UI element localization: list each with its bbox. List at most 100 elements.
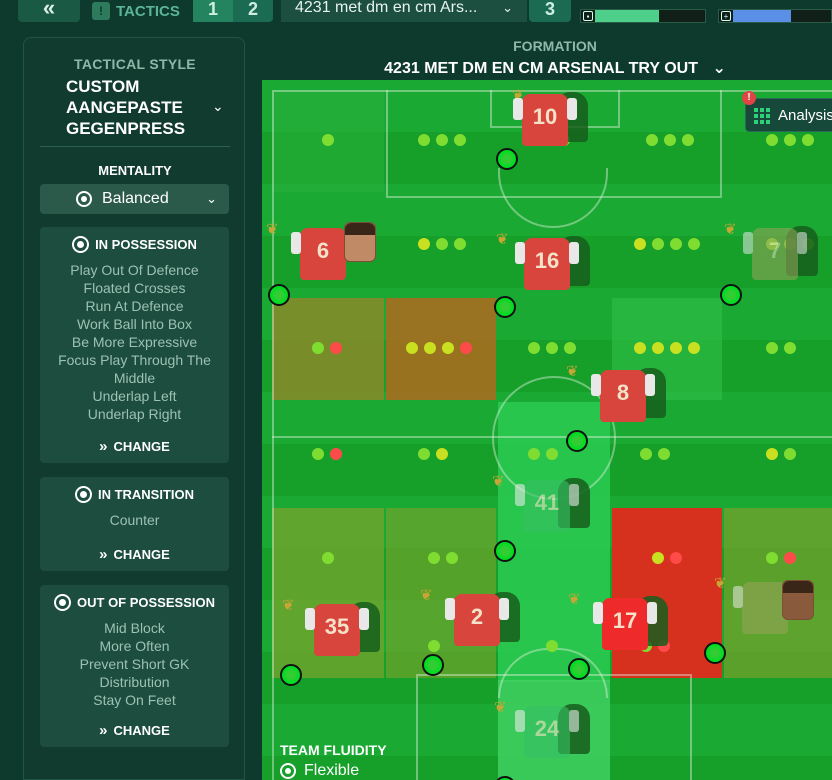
position-dot[interactable] bbox=[688, 342, 700, 354]
position-dot[interactable] bbox=[330, 342, 342, 354]
position-dot[interactable] bbox=[454, 134, 466, 146]
position-dot[interactable] bbox=[418, 448, 430, 460]
position-dot[interactable] bbox=[564, 342, 576, 354]
position-dot[interactable] bbox=[528, 448, 540, 460]
position-dot[interactable] bbox=[688, 238, 700, 250]
position-dot[interactable] bbox=[670, 238, 682, 250]
position-dot[interactable] bbox=[460, 342, 472, 354]
position-dot[interactable] bbox=[442, 342, 454, 354]
instruction-item: Floated Crosses bbox=[83, 280, 186, 296]
position-dot[interactable] bbox=[784, 342, 796, 354]
position-dot[interactable] bbox=[312, 342, 324, 354]
position-dot[interactable] bbox=[766, 342, 778, 354]
position-dot[interactable] bbox=[766, 448, 778, 460]
position-dot[interactable] bbox=[428, 552, 440, 564]
chevron-down-icon[interactable]: ⌄ bbox=[212, 98, 224, 114]
boot-icon: ❦ bbox=[714, 575, 727, 592]
player-8[interactable]: ❦ 8 bbox=[566, 362, 666, 452]
formation-label: FORMATION bbox=[513, 38, 597, 54]
position-dot[interactable] bbox=[322, 134, 334, 146]
position-dot[interactable] bbox=[418, 238, 430, 250]
shirt: 6 bbox=[291, 228, 355, 280]
position-dot[interactable] bbox=[652, 342, 664, 354]
out-of-possession-change-button[interactable]: » CHANGE bbox=[40, 722, 229, 739]
shirt: 41 bbox=[515, 480, 579, 532]
style-name-line-1: CUSTOM bbox=[66, 77, 140, 96]
position-dot[interactable] bbox=[652, 552, 664, 564]
boot-icon: ❦ bbox=[496, 231, 509, 248]
tactics-tab[interactable]: ! TACTICS bbox=[92, 0, 180, 22]
position-dot[interactable] bbox=[454, 238, 466, 250]
player-41[interactable]: ❦ 41 bbox=[492, 472, 590, 562]
back-button[interactable]: « bbox=[18, 0, 80, 22]
player-6[interactable]: ❦ 6 bbox=[266, 220, 376, 306]
position-dot[interactable] bbox=[784, 552, 796, 564]
player-2[interactable]: ❦ 2 bbox=[420, 586, 520, 676]
position-dot[interactable] bbox=[546, 342, 558, 354]
in-possession-change-button[interactable]: » CHANGE bbox=[40, 438, 229, 455]
position-dot[interactable] bbox=[330, 448, 342, 460]
pitch-boundary bbox=[272, 90, 832, 780]
player-16[interactable]: ❦ 16 bbox=[494, 230, 590, 318]
position-dot[interactable] bbox=[546, 640, 558, 652]
player-fullback-right[interactable]: ❦ bbox=[704, 574, 814, 664]
position-dot[interactable] bbox=[436, 238, 448, 250]
analysis-button[interactable]: Analysis bbox=[745, 98, 832, 132]
player-portrait bbox=[344, 222, 376, 262]
in-transition-change-button[interactable]: » CHANGE bbox=[40, 546, 229, 563]
familiarity-bar: ▪ bbox=[580, 9, 706, 23]
shirt-number: 2 bbox=[470, 604, 484, 629]
position-dot[interactable] bbox=[428, 640, 440, 652]
player-17[interactable]: ❦ 17 bbox=[568, 590, 668, 680]
tactic-slot-1[interactable]: 1 bbox=[193, 0, 233, 22]
ball-role-icon bbox=[494, 296, 516, 318]
position-dot[interactable] bbox=[418, 134, 430, 146]
change-label: CHANGE bbox=[113, 547, 170, 562]
position-dot[interactable] bbox=[652, 238, 664, 250]
familiarity-meter[interactable]: ▪ bbox=[580, 6, 706, 23]
team-fluidity: TEAM FLUIDITY Flexible bbox=[280, 742, 387, 780]
tactic-slot-3[interactable]: 3 bbox=[529, 0, 571, 22]
formation-dropdown[interactable]: 4231 MET DM EN CM ARSENAL TRY OUT ⌄ bbox=[245, 58, 832, 78]
player-24[interactable]: ❦ 24 bbox=[494, 698, 590, 780]
tactic-dropdown[interactable]: 4231 met dm en cm Ars... ⌄ bbox=[281, 0, 527, 22]
player-35[interactable]: ❦ 35 bbox=[280, 596, 380, 686]
position-dot[interactable] bbox=[682, 134, 694, 146]
intensity-meter[interactable]: + bbox=[718, 6, 832, 23]
position-dot[interactable] bbox=[528, 342, 540, 354]
position-dot[interactable] bbox=[646, 134, 658, 146]
position-dot[interactable] bbox=[424, 342, 436, 354]
position-dot[interactable] bbox=[436, 134, 448, 146]
player-10[interactable]: ❦ 10 bbox=[496, 86, 588, 170]
mentality-dropdown[interactable]: Balanced ⌄ bbox=[40, 184, 229, 214]
shirt: 7 bbox=[743, 228, 807, 280]
position-dot[interactable] bbox=[546, 448, 558, 460]
position-dot[interactable] bbox=[640, 448, 652, 460]
position-dot[interactable] bbox=[670, 552, 682, 564]
tactical-style-dropdown[interactable]: CUSTOM AANGEPASTE GEGENPRESS bbox=[66, 76, 216, 139]
position-dot[interactable] bbox=[436, 448, 448, 460]
position-dot[interactable] bbox=[670, 342, 682, 354]
tactic-slot-2[interactable]: 2 bbox=[247, 0, 258, 19]
position-dot[interactable] bbox=[784, 134, 796, 146]
position-dot[interactable] bbox=[802, 134, 814, 146]
player-7[interactable]: ❦ 7 bbox=[720, 220, 818, 306]
position-dot[interactable] bbox=[766, 134, 778, 146]
balanced-icon bbox=[76, 191, 92, 207]
mentality-label: MENTALITY bbox=[98, 163, 172, 178]
position-dot[interactable] bbox=[446, 552, 458, 564]
position-dot[interactable] bbox=[406, 342, 418, 354]
position-dot[interactable] bbox=[664, 134, 676, 146]
position-dot[interactable] bbox=[634, 238, 646, 250]
instruction-item: Run At Defence bbox=[85, 298, 184, 314]
position-dot[interactable] bbox=[312, 448, 324, 460]
shirt-number: 8 bbox=[616, 380, 630, 405]
shirt-number: 35 bbox=[324, 614, 350, 639]
position-dot[interactable] bbox=[658, 448, 670, 460]
position-dot[interactable] bbox=[634, 342, 646, 354]
position-dot[interactable] bbox=[322, 552, 334, 564]
position-dot[interactable] bbox=[784, 448, 796, 460]
in-possession-section: IN POSSESSION Play Out Of Defence Floate… bbox=[40, 227, 229, 463]
boot-icon: ❦ bbox=[568, 591, 581, 608]
position-dot[interactable] bbox=[766, 552, 778, 564]
